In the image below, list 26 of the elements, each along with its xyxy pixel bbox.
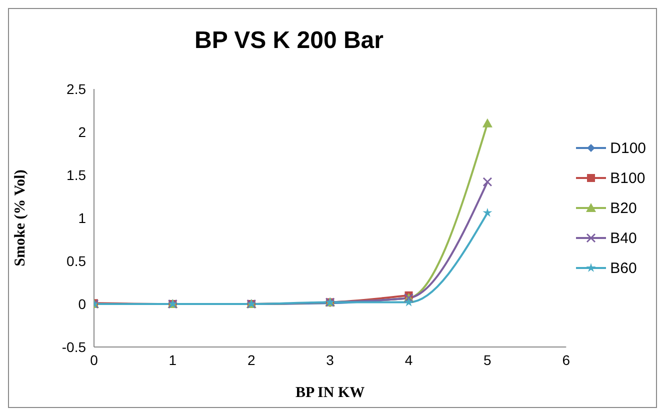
- y-tick-label: 2.5: [66, 80, 86, 97]
- y-tick-label: 0: [78, 296, 86, 312]
- point: [404, 297, 414, 306]
- y-axis-title: Smoke (% Vol): [12, 170, 28, 266]
- chart-title: BP VS K 200 Bar: [194, 27, 384, 55]
- point: [482, 118, 492, 128]
- x-tick-label: 1: [168, 352, 177, 368]
- x-tick-label: 5: [484, 352, 492, 368]
- y-tick-label: 1.5: [66, 166, 86, 183]
- x-tick-label: 2: [247, 352, 256, 368]
- legend-label: D100: [610, 140, 646, 156]
- point: [482, 177, 492, 187]
- legend-label: B40: [610, 230, 637, 246]
- x-tick-label: 6: [562, 352, 570, 368]
- y-tick-label: 1: [78, 210, 86, 226]
- legend-label: B20: [610, 200, 637, 216]
- x-tick-label: 3: [326, 352, 334, 368]
- y-tick-label: 2: [78, 124, 86, 140]
- x-tick-label: 0: [90, 352, 98, 368]
- x-axis-title: BP IN KW: [295, 385, 365, 401]
- legend-label: B100: [610, 170, 646, 186]
- y-tick-label: 0.5: [66, 252, 86, 269]
- y-tick-label: -0.5: [62, 338, 86, 355]
- x-tick-label: 4: [404, 352, 413, 368]
- point: [482, 208, 492, 217]
- legend-label: B60: [610, 260, 637, 276]
